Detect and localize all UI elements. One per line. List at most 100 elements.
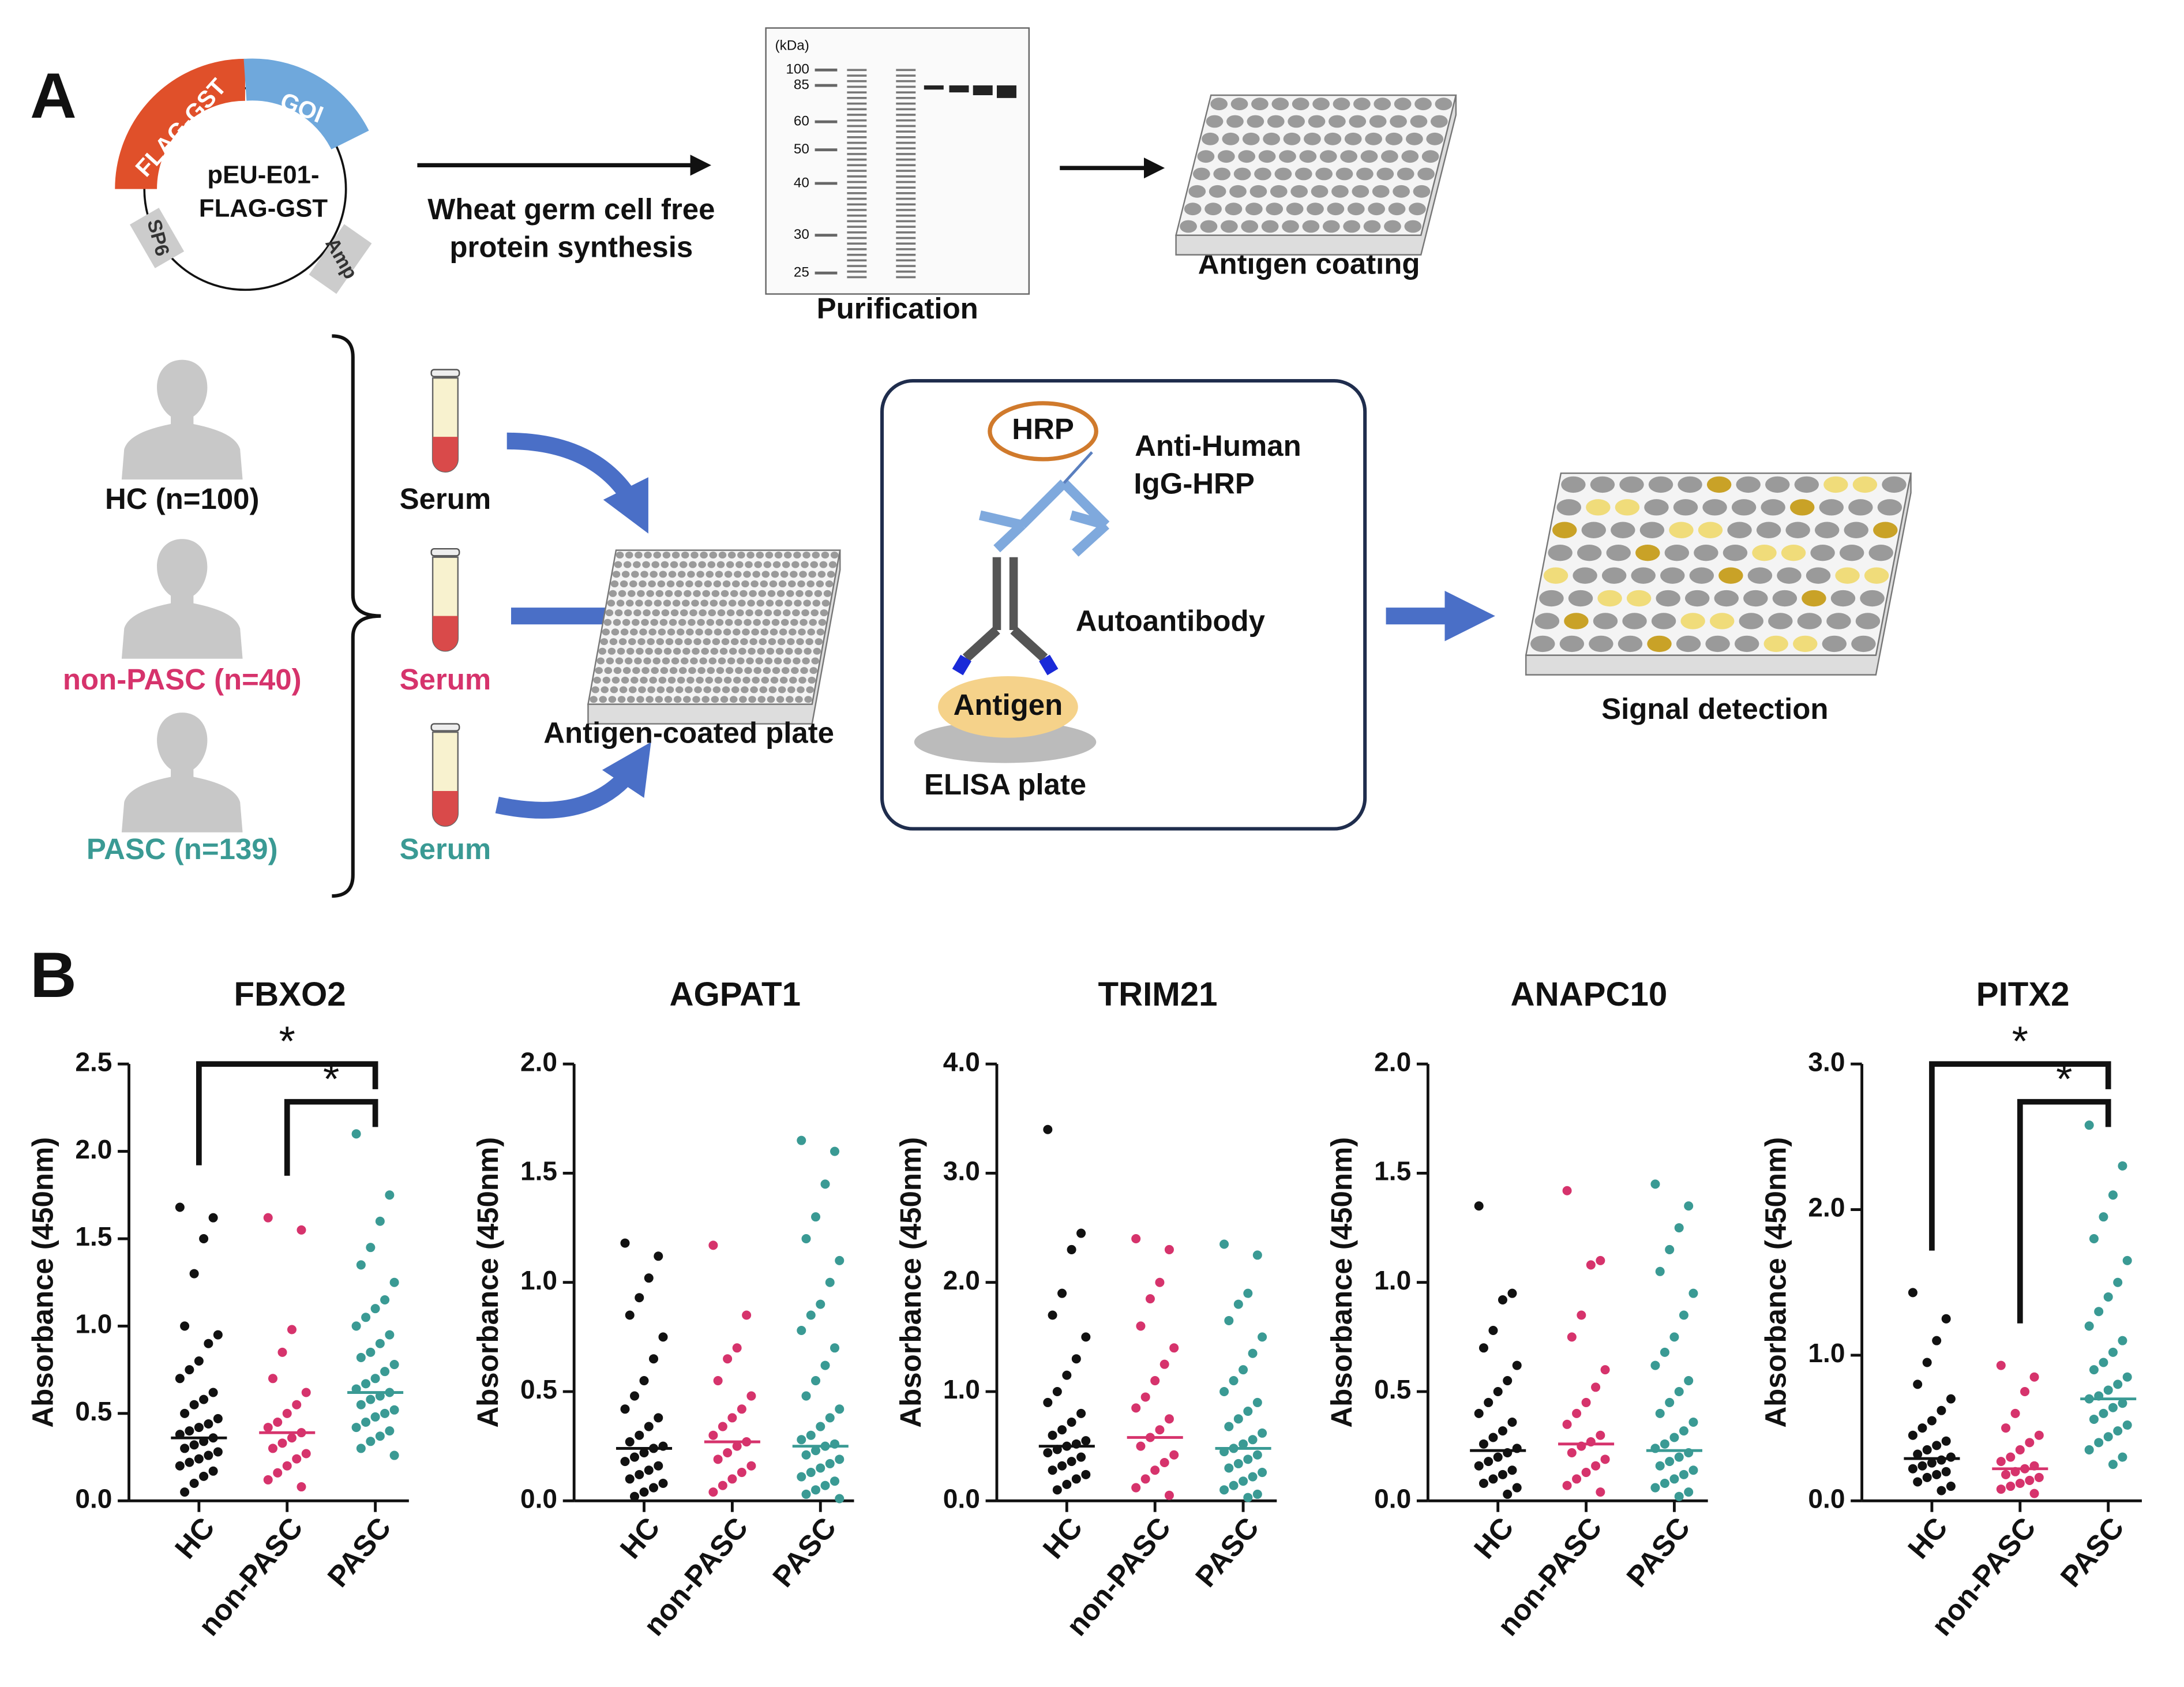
- gel-band: [924, 85, 944, 90]
- point: [370, 1412, 380, 1422]
- point: [356, 1444, 366, 1453]
- point: [1169, 1343, 1179, 1353]
- well: [648, 628, 656, 636]
- well: [797, 686, 805, 693]
- point: [1660, 1478, 1669, 1488]
- well: [682, 647, 691, 655]
- point: [1684, 1487, 1694, 1497]
- well: [730, 590, 738, 597]
- gel-band: [949, 85, 969, 93]
- well: [683, 696, 691, 703]
- arrow: [495, 742, 651, 819]
- point: [1679, 1426, 1688, 1436]
- well: [707, 561, 716, 568]
- well: [660, 667, 669, 674]
- point: [727, 1474, 737, 1484]
- point: [1941, 1467, 1951, 1476]
- well: [1381, 150, 1398, 163]
- chart: TRIM21 Absorbance (450nm) 0.0 1.0 2.0 3.0 4.0 H…: [894, 976, 1277, 1642]
- point: [830, 1343, 840, 1353]
- well: [678, 667, 687, 674]
- well: [783, 551, 792, 558]
- well: [804, 696, 812, 703]
- well: [1581, 522, 1607, 538]
- well: [1718, 567, 1743, 584]
- point: [2001, 1423, 2011, 1433]
- point: [648, 1354, 659, 1364]
- y-tick-label: 0.5: [520, 1374, 557, 1404]
- well: [1868, 544, 1893, 561]
- well: [1823, 476, 1848, 493]
- well: [688, 618, 696, 626]
- well: [808, 571, 816, 578]
- well: [1694, 544, 1718, 561]
- point: [361, 1417, 371, 1427]
- well: [634, 657, 642, 665]
- point: [1239, 1365, 1248, 1375]
- y-tick-label: 3.0: [1808, 1047, 1845, 1077]
- well: [631, 571, 639, 578]
- well: [777, 638, 786, 646]
- well: [1347, 203, 1365, 216]
- point: [1076, 1228, 1086, 1238]
- well: [1756, 522, 1781, 538]
- point: [1057, 1461, 1067, 1471]
- y-tick-label: 1.0: [943, 1374, 980, 1404]
- well: [1222, 132, 1240, 145]
- well: [765, 551, 774, 558]
- well: [1543, 567, 1568, 584]
- point: [625, 1437, 635, 1447]
- point: [2089, 1414, 2099, 1424]
- well: [620, 628, 629, 636]
- label: Anti-Human: [1135, 429, 1301, 462]
- point: [370, 1374, 380, 1384]
- point: [1062, 1370, 1072, 1380]
- point: [820, 1360, 830, 1370]
- well: [658, 676, 667, 684]
- well: [793, 657, 801, 665]
- point: [175, 1202, 185, 1212]
- well: [1839, 544, 1864, 561]
- point: [1067, 1244, 1076, 1254]
- point: [2103, 1292, 2113, 1302]
- well: [1622, 613, 1647, 629]
- point: [1577, 1310, 1586, 1320]
- well: [1819, 499, 1844, 516]
- well: [1270, 185, 1288, 198]
- well: [711, 590, 720, 597]
- point: [718, 1422, 727, 1431]
- point: [1140, 1474, 1150, 1484]
- well: [1552, 522, 1577, 538]
- well: [687, 571, 695, 578]
- well: [672, 599, 681, 607]
- well: [718, 551, 727, 558]
- well: [768, 638, 776, 646]
- well: [727, 551, 736, 558]
- point: [1136, 1321, 1146, 1331]
- plate-top: [1175, 94, 1457, 236]
- well: [657, 580, 666, 588]
- point: [1484, 1457, 1493, 1467]
- group-label: HC (n=100): [105, 482, 260, 515]
- antigen: [938, 676, 1078, 738]
- point: [213, 1447, 223, 1457]
- well: [1855, 613, 1881, 629]
- plasmid-segment: [243, 58, 369, 150]
- well: [1368, 203, 1386, 216]
- well: [669, 618, 677, 626]
- well: [1772, 590, 1798, 607]
- point: [375, 1216, 385, 1226]
- point: [1052, 1485, 1062, 1495]
- point: [1650, 1483, 1660, 1493]
- well: [749, 590, 757, 597]
- point: [732, 1343, 742, 1353]
- well: [762, 618, 771, 626]
- point: [713, 1454, 723, 1464]
- well: [790, 571, 798, 578]
- point: [180, 1444, 190, 1453]
- point: [1655, 1461, 1665, 1471]
- well: [659, 571, 667, 578]
- well: [1340, 150, 1357, 163]
- point: [1908, 1288, 1917, 1298]
- well: [782, 609, 791, 617]
